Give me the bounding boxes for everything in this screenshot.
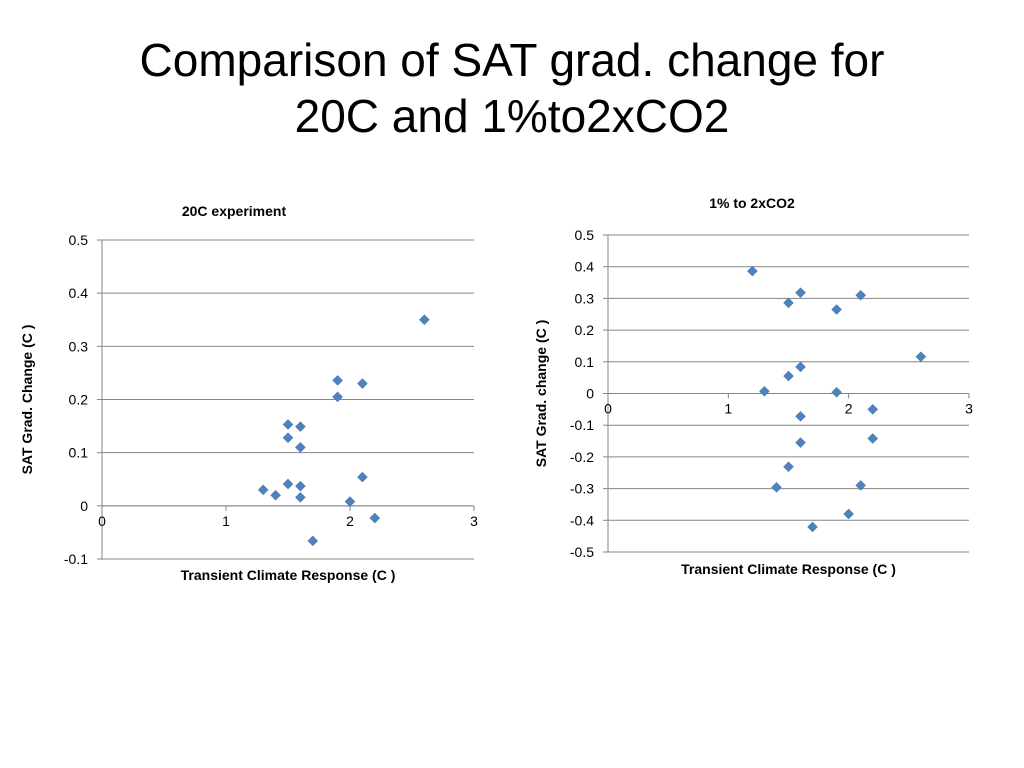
x-axis-label: Transient Climate Response (C )	[181, 567, 396, 583]
y-tick-label: 0.1	[575, 354, 595, 370]
data-point	[867, 403, 879, 415]
slide-title-line-2: 20C and 1%to2xCO2	[294, 90, 730, 142]
data-point	[419, 314, 430, 326]
data-point	[783, 461, 794, 473]
y-tick-label: -0.1	[64, 551, 88, 567]
y-tick-label: 0.1	[69, 445, 89, 461]
data-point	[867, 433, 879, 444]
y-axis-label: SAT Grad. Change (C )	[19, 325, 35, 475]
data-point	[855, 480, 867, 491]
data-point	[257, 484, 269, 496]
data-point	[270, 489, 281, 501]
data-point	[295, 480, 306, 492]
y-tick-label: -0.4	[570, 512, 594, 528]
x-axis-label: Transient Climate Response (C )	[681, 561, 896, 577]
y-tick-label: 0.4	[575, 259, 595, 275]
data-point	[783, 297, 794, 309]
y-tick-label: -0.3	[570, 481, 594, 497]
data-point	[332, 375, 343, 386]
y-tick-label: 0.5	[69, 232, 89, 248]
chart-title: 20C experiment	[182, 203, 287, 219]
data-point	[344, 496, 356, 507]
data-point	[747, 265, 758, 277]
data-point	[759, 385, 770, 397]
data-point	[795, 410, 806, 422]
data-point	[783, 370, 794, 382]
data-point	[295, 441, 306, 453]
x-tick-label: 2	[845, 401, 853, 417]
y-tick-label: -0.5	[570, 544, 594, 560]
y-tick-label: 0	[80, 498, 88, 514]
y-tick-label: -0.2	[570, 449, 594, 465]
data-point	[807, 521, 818, 533]
data-point	[332, 391, 343, 403]
data-point	[855, 289, 867, 301]
data-point	[282, 432, 294, 444]
y-tick-label: 0.5	[575, 227, 595, 243]
x-tick-label: 1	[724, 401, 732, 417]
x-tick-label: 2	[346, 513, 354, 529]
data-point	[282, 478, 294, 490]
y-axis-label: SAT Grad. change (C )	[533, 320, 549, 468]
chart-title: 1% to 2xCO2	[709, 195, 795, 211]
data-point	[357, 471, 368, 483]
data-point	[795, 437, 806, 448]
data-point	[771, 481, 782, 493]
y-tick-label: 0.2	[575, 322, 595, 338]
data-point	[295, 421, 306, 432]
data-point	[282, 419, 294, 430]
y-tick-label: 0.3	[69, 338, 89, 354]
chart-1pct-to-2xco2: 1% to 2xCO2 0.5 0.4 0.3 0.2 0.1 0 -0.1 -0.2 -0.3 -…	[533, 195, 973, 577]
x-tick-label: 1	[222, 513, 230, 529]
data-point	[295, 491, 306, 503]
data-point	[795, 287, 806, 299]
x-tick-label: 3	[965, 401, 973, 417]
data-point	[915, 351, 927, 363]
data-point	[307, 535, 319, 547]
x-tick-label: 0	[604, 401, 612, 417]
y-tick-label: 0.3	[575, 290, 595, 306]
data-point	[843, 508, 855, 520]
slide-title: Comparison of SAT grad. change for 20C a…	[0, 32, 1024, 144]
y-tick-label: 0.2	[69, 392, 89, 408]
data-point	[831, 304, 842, 315]
data-point	[357, 378, 368, 389]
chart-20c-experiment: 20C experiment 0.5 0.4 0.3 0.2 0.1 0 -0.1 0 1 2 3 Tr…	[19, 203, 478, 583]
y-tick-label: 0	[586, 386, 594, 402]
y-tick-label: 0.4	[69, 285, 89, 301]
data-point	[369, 512, 381, 524]
y-tick-label: -0.1	[570, 417, 594, 433]
x-tick-label: 3	[470, 513, 478, 529]
slide-title-line-1: Comparison of SAT grad. change for	[139, 34, 885, 86]
data-point	[795, 361, 806, 373]
x-tick-label: 0	[98, 513, 106, 529]
data-point	[831, 386, 842, 398]
